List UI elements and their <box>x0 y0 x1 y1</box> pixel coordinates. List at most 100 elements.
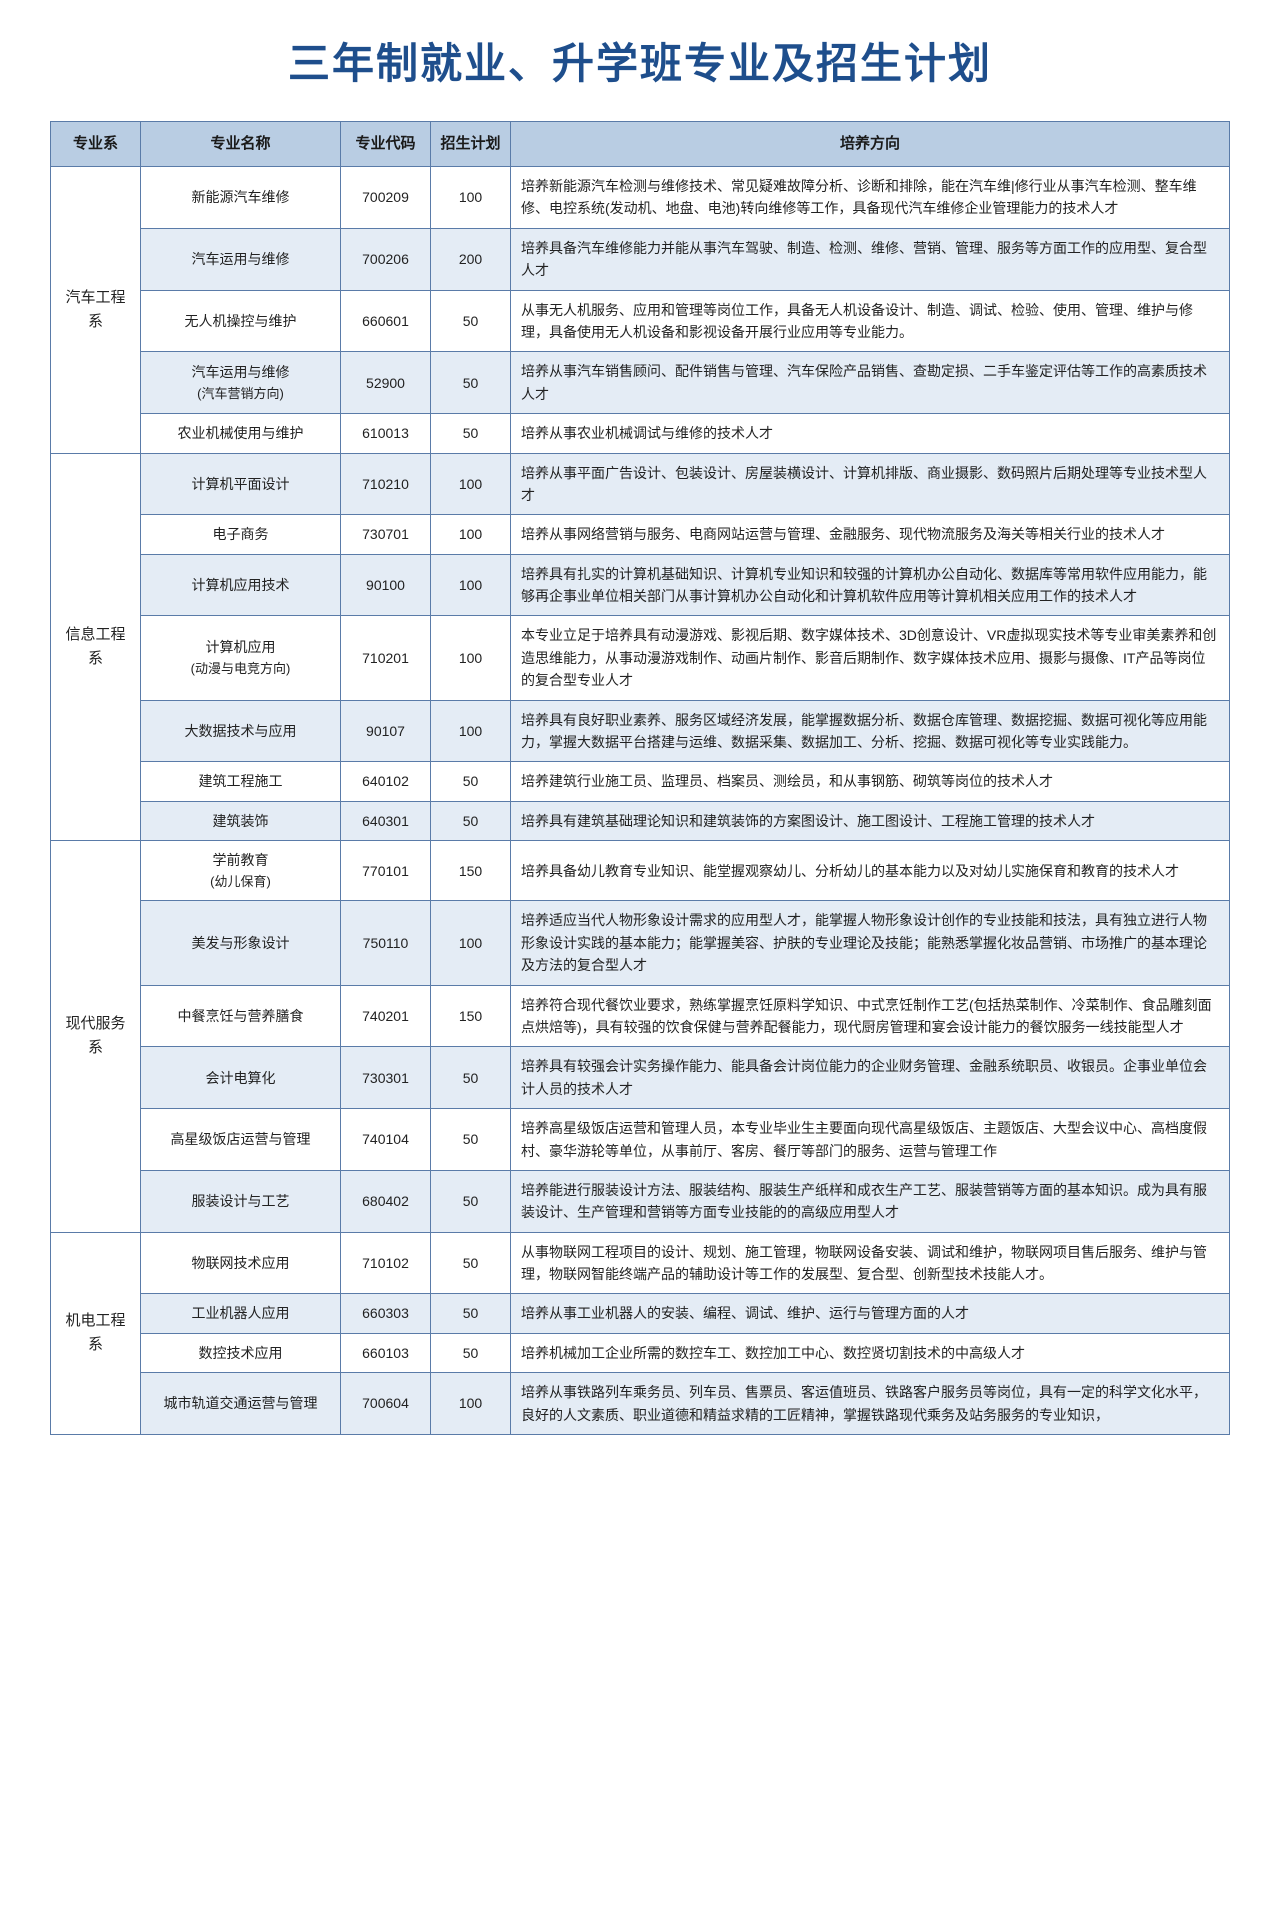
major-cell: 工业机器人应用 <box>141 1294 341 1333</box>
enrollment-table: 专业系 专业名称 专业代码 招生计划 培养方向 汽车工程系新能源汽车维修7002… <box>50 121 1230 1435</box>
th-dept: 专业系 <box>51 122 141 167</box>
table-row: 电子商务730701100培养从事网络营销与服务、电商网站运营与管理、金融服务、… <box>51 515 1230 554</box>
plan-cell: 50 <box>431 1333 511 1372</box>
table-row: 建筑装饰64030150培养具有建筑基础理论知识和建筑装饰的方案图设计、施工图设… <box>51 801 1230 840</box>
direction-cell: 培养具有良好职业素养、服务区域经济发展，能掌握数据分析、数据仓库管理、数据挖掘、… <box>511 700 1230 762</box>
direction-cell: 培养从事铁路列车乘务员、列车员、售票员、客运值班员、铁路客户服务员等岗位，具有一… <box>511 1373 1230 1435</box>
major-cell: 会计电算化 <box>141 1047 341 1109</box>
th-code: 专业代码 <box>341 122 431 167</box>
plan-cell: 50 <box>431 1232 511 1294</box>
plan-cell: 150 <box>431 985 511 1047</box>
plan-cell: 200 <box>431 228 511 290</box>
table-row: 机电工程系物联网技术应用71010250从事物联网工程项目的设计、规划、施工管理… <box>51 1232 1230 1294</box>
direction-cell: 从事无人机服务、应用和管理等岗位工作，具备无人机设备设计、制造、调试、检验、使用… <box>511 290 1230 352</box>
table-row: 城市轨道交通运营与管理700604100培养从事铁路列车乘务员、列车员、售票员、… <box>51 1373 1230 1435</box>
plan-cell: 100 <box>431 700 511 762</box>
major-cell: 电子商务 <box>141 515 341 554</box>
table-row: 服装设计与工艺68040250培养能进行服装设计方法、服装结构、服装生产纸样和成… <box>51 1170 1230 1232</box>
table-header-row: 专业系 专业名称 专业代码 招生计划 培养方向 <box>51 122 1230 167</box>
code-cell: 730701 <box>341 515 431 554</box>
table-row: 美发与形象设计750110100培养适应当代人物形象设计需求的应用型人才，能掌握… <box>51 901 1230 985</box>
table-row: 农业机械使用与维护61001350培养从事农业机械调试与维修的技术人才 <box>51 414 1230 453</box>
code-cell: 640301 <box>341 801 431 840</box>
direction-cell: 培养具备汽车维修能力并能从事汽车驾驶、制造、检测、维修、营销、管理、服务等方面工… <box>511 228 1230 290</box>
code-cell: 660303 <box>341 1294 431 1333</box>
table-row: 计算机应用(动漫与电竞方向)710201100本专业立足于培养具有动漫游戏、影视… <box>51 616 1230 700</box>
dept-cell: 现代服务系 <box>51 841 141 1232</box>
th-plan: 招生计划 <box>431 122 511 167</box>
major-cell: 物联网技术应用 <box>141 1232 341 1294</box>
plan-cell: 50 <box>431 1170 511 1232</box>
major-cell: 汽车运用与维修(汽车营销方向) <box>141 352 341 414</box>
plan-cell: 100 <box>431 515 511 554</box>
plan-cell: 50 <box>431 352 511 414</box>
major-cell: 计算机平面设计 <box>141 453 341 515</box>
code-cell: 710201 <box>341 616 431 700</box>
table-row: 信息工程系计算机平面设计710210100培养从事平面广告设计、包装设计、房屋装… <box>51 453 1230 515</box>
code-cell: 710102 <box>341 1232 431 1294</box>
table-row: 会计电算化73030150培养具有较强会计实务操作能力、能具备会计岗位能力的企业… <box>51 1047 1230 1109</box>
code-cell: 740104 <box>341 1109 431 1171</box>
direction-cell: 培养具有建筑基础理论知识和建筑装饰的方案图设计、施工图设计、工程施工管理的技术人… <box>511 801 1230 840</box>
major-cell: 无人机操控与维护 <box>141 290 341 352</box>
code-cell: 710210 <box>341 453 431 515</box>
direction-cell: 培养具有扎实的计算机基础知识、计算机专业知识和较强的计算机办公自动化、数据库等常… <box>511 554 1230 616</box>
table-row: 高星级饭店运营与管理74010450培养高星级饭店运营和管理人员，本专业毕业生主… <box>51 1109 1230 1171</box>
code-cell: 610013 <box>341 414 431 453</box>
dept-cell: 机电工程系 <box>51 1232 141 1434</box>
major-cell: 计算机应用(动漫与电竞方向) <box>141 616 341 700</box>
direction-cell: 培养高星级饭店运营和管理人员，本专业毕业生主要面向现代高星级饭店、主题饭店、大型… <box>511 1109 1230 1171</box>
plan-cell: 50 <box>431 414 511 453</box>
plan-cell: 50 <box>431 1047 511 1109</box>
plan-cell: 100 <box>431 554 511 616</box>
plan-cell: 100 <box>431 901 511 985</box>
table-row: 汽车运用与维修(汽车营销方向)5290050培养从事汽车销售顾问、配件销售与管理… <box>51 352 1230 414</box>
code-cell: 770101 <box>341 841 431 901</box>
th-dir: 培养方向 <box>511 122 1230 167</box>
plan-cell: 50 <box>431 290 511 352</box>
direction-cell: 从事物联网工程项目的设计、规划、施工管理，物联网设备安装、调试和维护，物联网项目… <box>511 1232 1230 1294</box>
code-cell: 700604 <box>341 1373 431 1435</box>
plan-cell: 150 <box>431 841 511 901</box>
direction-cell: 培养从事网络营销与服务、电商网站运营与管理、金融服务、现代物流服务及海关等相关行… <box>511 515 1230 554</box>
major-cell: 学前教育(幼儿保育) <box>141 841 341 901</box>
direction-cell: 培养从事平面广告设计、包装设计、房屋装横设计、计算机排版、商业摄影、数码照片后期… <box>511 453 1230 515</box>
dept-cell: 信息工程系 <box>51 453 141 841</box>
code-cell: 90107 <box>341 700 431 762</box>
major-cell: 高星级饭店运营与管理 <box>141 1109 341 1171</box>
plan-cell: 50 <box>431 1109 511 1171</box>
code-cell: 660103 <box>341 1333 431 1372</box>
direction-cell: 培养具有较强会计实务操作能力、能具备会计岗位能力的企业财务管理、金融系统职员、收… <box>511 1047 1230 1109</box>
code-cell: 680402 <box>341 1170 431 1232</box>
code-cell: 750110 <box>341 901 431 985</box>
table-row: 汽车运用与维修700206200培养具备汽车维修能力并能从事汽车驾驶、制造、检测… <box>51 228 1230 290</box>
direction-cell: 培养从事汽车销售顾问、配件销售与管理、汽车保险产品销售、查勘定损、二手车鉴定评估… <box>511 352 1230 414</box>
table-row: 工业机器人应用66030350培养从事工业机器人的安装、编程、调试、维护、运行与… <box>51 1294 1230 1333</box>
code-cell: 660601 <box>341 290 431 352</box>
major-cell: 城市轨道交通运营与管理 <box>141 1373 341 1435</box>
table-row: 现代服务系学前教育(幼儿保育)770101150培养具备幼儿教育专业知识、能堂握… <box>51 841 1230 901</box>
plan-cell: 50 <box>431 801 511 840</box>
table-row: 建筑工程施工64010250培养建筑行业施工员、监理员、档案员、测绘员，和从事钢… <box>51 762 1230 801</box>
plan-cell: 100 <box>431 1373 511 1435</box>
plan-cell: 100 <box>431 616 511 700</box>
direction-cell: 培养能进行服装设计方法、服装结构、服装生产纸样和成衣生产工艺、服装营销等方面的基… <box>511 1170 1230 1232</box>
table-row: 计算机应用技术90100100培养具有扎实的计算机基础知识、计算机专业知识和较强… <box>51 554 1230 616</box>
direction-cell: 培养新能源汽车检测与维修技术、常见疑难故障分析、诊断和排除，能在汽车维|修行业从… <box>511 167 1230 229</box>
table-row: 大数据技术与应用90107100培养具有良好职业素养、服务区域经济发展，能掌握数… <box>51 700 1230 762</box>
direction-cell: 培养机械加工企业所需的数控车工、数控加工中心、数控贤切割技术的中高级人才 <box>511 1333 1230 1372</box>
code-cell: 90100 <box>341 554 431 616</box>
th-major: 专业名称 <box>141 122 341 167</box>
major-cell: 中餐烹饪与营养膳食 <box>141 985 341 1047</box>
major-cell: 服装设计与工艺 <box>141 1170 341 1232</box>
table-row: 汽车工程系新能源汽车维修700209100培养新能源汽车检测与维修技术、常见疑难… <box>51 167 1230 229</box>
major-cell: 农业机械使用与维护 <box>141 414 341 453</box>
code-cell: 730301 <box>341 1047 431 1109</box>
page-title: 三年制就业、升学班专业及招生计划 <box>50 30 1230 91</box>
major-cell: 大数据技术与应用 <box>141 700 341 762</box>
code-cell: 640102 <box>341 762 431 801</box>
direction-cell: 本专业立足于培养具有动漫游戏、影视后期、数字媒体技术、3D创意设计、VR虚拟现实… <box>511 616 1230 700</box>
table-row: 数控技术应用66010350培养机械加工企业所需的数控车工、数控加工中心、数控贤… <box>51 1333 1230 1372</box>
direction-cell: 培养具备幼儿教育专业知识、能堂握观察幼儿、分析幼儿的基本能力以及对幼儿实施保育和… <box>511 841 1230 901</box>
code-cell: 700209 <box>341 167 431 229</box>
